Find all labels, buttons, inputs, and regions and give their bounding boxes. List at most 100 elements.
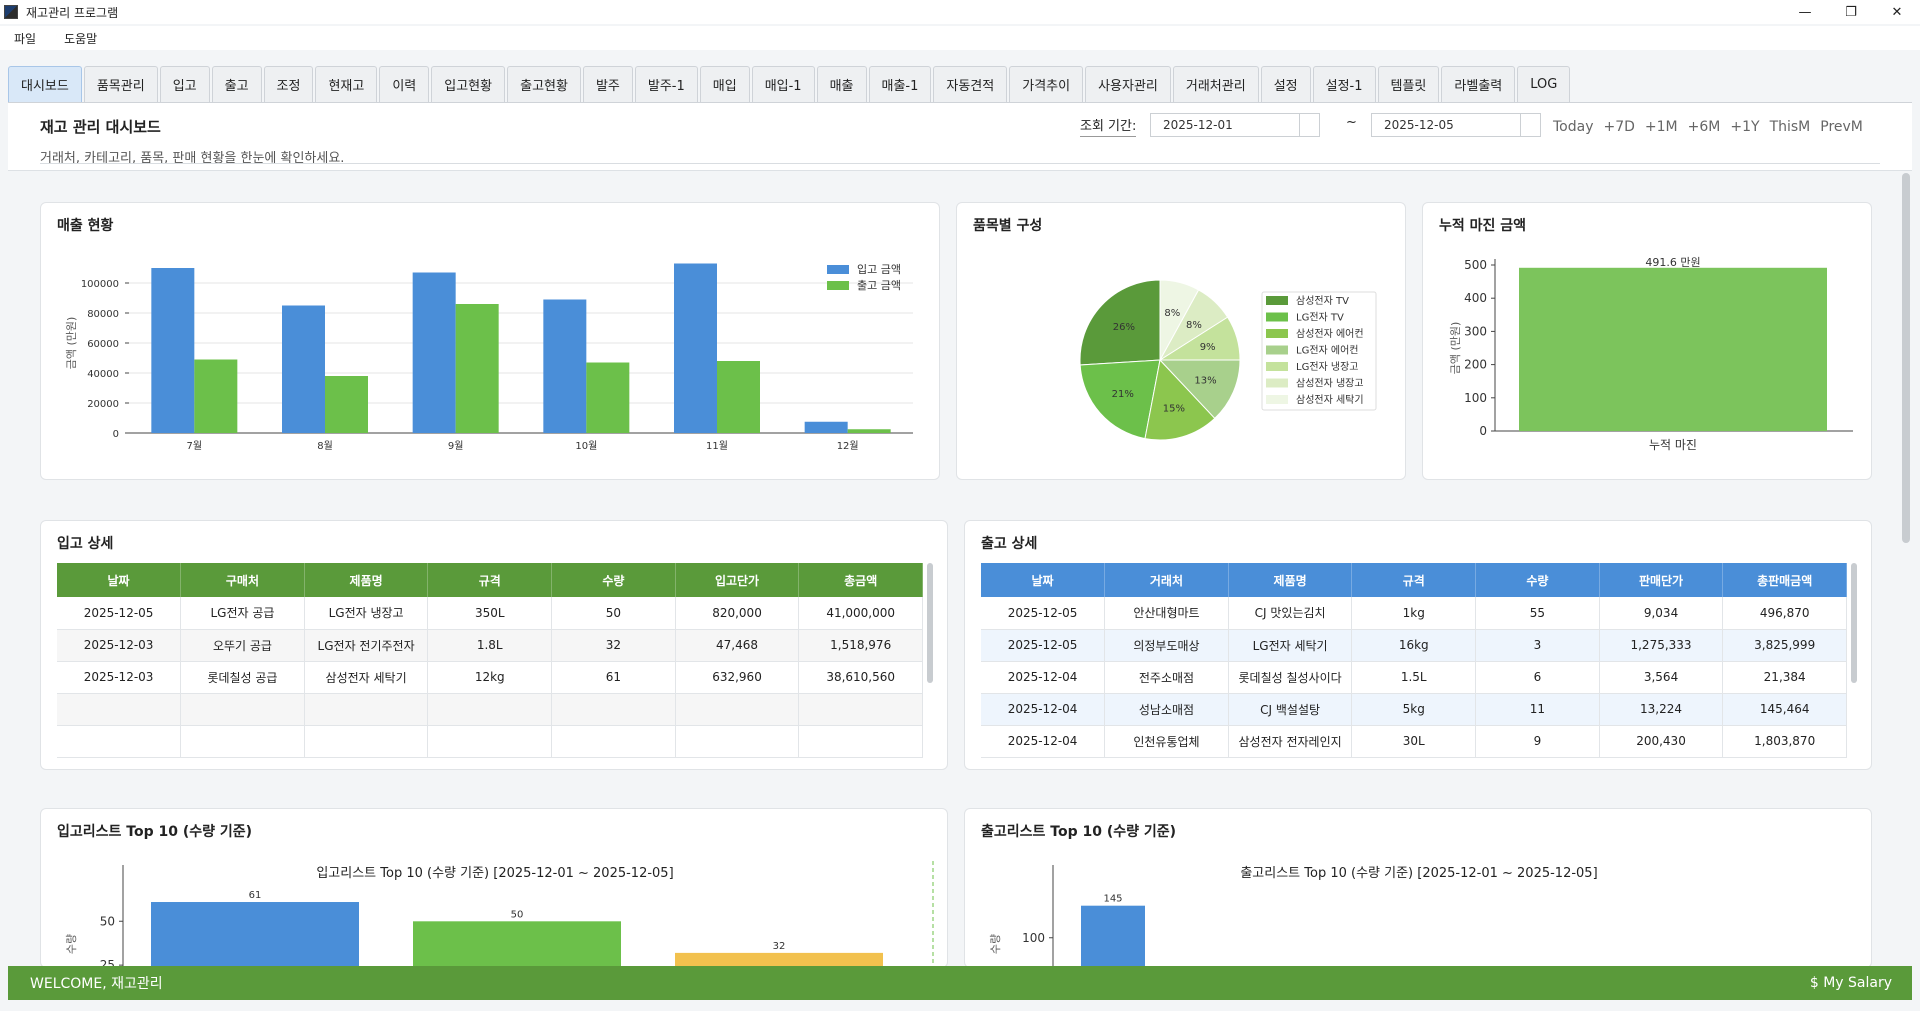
menu-file[interactable]: 파일 (14, 31, 37, 46)
table-row[interactable] (57, 693, 923, 726)
tab-13[interactable]: 매출 (816, 66, 867, 102)
menu-help[interactable]: 도움말 (64, 31, 98, 46)
tab-16[interactable]: 가격추이 (1009, 66, 1084, 102)
table-cell (675, 725, 800, 758)
tab-7[interactable]: 입고현황 (431, 66, 506, 102)
legend-label: LG전자 냉장고 (1296, 361, 1359, 373)
minimize-icon[interactable]: — (1798, 4, 1812, 20)
bar-0-4 (674, 263, 717, 433)
tab-21[interactable]: 템플릿 (1377, 66, 1440, 102)
column-header[interactable]: 총판매금액 (1722, 563, 1847, 597)
column-header[interactable]: 제품명 (1228, 563, 1353, 597)
calendar-dropdown-icon[interactable] (1520, 114, 1540, 136)
bar-0-5 (804, 421, 848, 433)
table-cell (427, 693, 553, 726)
inbound-scrollbar[interactable] (927, 563, 933, 683)
tab-12[interactable]: 매입-1 (751, 66, 815, 102)
calendar-dropdown-icon[interactable] (1299, 114, 1319, 136)
chart-title: 입고리스트 Top 10 (수량 기준) [2025-12-01 ~ 2025-… (316, 866, 673, 881)
page-scrollbar[interactable] (1902, 173, 1910, 543)
tab-14[interactable]: 매출-1 (868, 66, 932, 102)
quick-thism-button[interactable]: ThisM (1769, 119, 1811, 135)
quick-7d-button[interactable]: +7D (1603, 119, 1635, 135)
date-to-input[interactable]: 2025-12-05 (1371, 113, 1541, 137)
table-cell: 12kg (427, 661, 553, 694)
tab-9[interactable]: 발주 (582, 66, 633, 102)
column-header[interactable]: 구매처 (180, 563, 305, 597)
quick-1y-button[interactable]: +1Y (1730, 119, 1760, 135)
column-header[interactable]: 거래처 (1104, 563, 1229, 597)
tab-18[interactable]: 거래처관리 (1172, 66, 1259, 102)
y-tick-label: 80000 (87, 309, 119, 320)
tab-11[interactable]: 매입 (699, 66, 750, 102)
tab-15[interactable]: 자동견적 (933, 66, 1008, 102)
table-cell: 350L (427, 597, 553, 630)
table-cell: LG전자 공급 (180, 597, 305, 630)
table-cell (551, 693, 676, 726)
table-row[interactable]: 2025-12-04 성남소매점 CJ 백설설탕 5kg 11 13,224 145,464 (981, 693, 1847, 726)
quick-1m-button[interactable]: +1M (1644, 119, 1678, 135)
table-cell: 2025-12-03 (57, 661, 182, 694)
y-tick-label: 100000 (81, 279, 119, 290)
x-tick-label: 누적 마진 (1649, 438, 1697, 452)
tab-3[interactable]: 출고 (211, 66, 262, 102)
tab-22[interactable]: 라벨출력 (1441, 66, 1516, 102)
column-header[interactable]: 총금액 (798, 563, 923, 597)
tab-8[interactable]: 출고현황 (507, 66, 581, 102)
quick-prevm-button[interactable]: PrevM (1820, 119, 1863, 135)
table-cell: 21,384 (1722, 661, 1847, 694)
tab-0[interactable]: 대시보드 (8, 66, 82, 102)
tab-23[interactable]: LOG (1517, 66, 1571, 102)
column-header[interactable]: 날짜 (57, 563, 182, 597)
table-row[interactable] (57, 725, 923, 758)
tab-19[interactable]: 설정 (1260, 66, 1311, 102)
column-header[interactable]: 수량 (1475, 563, 1600, 597)
table-row[interactable]: 2025-12-05 LG전자 공급 LG전자 냉장고 350L 50 820,000 41… (57, 597, 923, 630)
column-header[interactable]: 판매단가 (1599, 563, 1724, 597)
table-row[interactable]: 2025-12-04 전주소매점 롯데칠성 칠성사이다 1.5L 6 3,564 21,38… (981, 661, 1847, 694)
y-tick-label: 25 (100, 958, 115, 968)
date-from-input[interactable]: 2025-12-01 (1150, 113, 1320, 137)
quick-today-button[interactable]: Today (1553, 119, 1594, 135)
column-header[interactable]: 날짜 (981, 563, 1106, 597)
pie-value-label: 13% (1194, 376, 1216, 387)
app-icon (4, 5, 18, 19)
table-row[interactable]: 2025-12-05 안산대형마트 CJ 맛있는김치 1kg 55 9,034 496,87… (981, 597, 1847, 630)
table-cell: 496,870 (1722, 597, 1847, 630)
my-salary-link[interactable]: $ My Salary (1809, 975, 1892, 991)
column-header[interactable]: 규격 (427, 563, 553, 597)
column-header[interactable]: 입고단가 (675, 563, 800, 597)
y-tick-label: 100 (1464, 391, 1487, 405)
tab-6[interactable]: 이력 (379, 66, 430, 102)
x-tick-label: 8월 (317, 440, 333, 452)
column-header[interactable]: 수량 (551, 563, 676, 597)
outbound-scrollbar[interactable] (1851, 563, 1857, 683)
tab-2[interactable]: 입고 (159, 66, 210, 102)
inbound-card: 입고 상세 날짜 구매처 제품명 규격 수량 입고단가 총금액 2025-12-05 LG전자 … (40, 520, 948, 770)
page-subtitle: 거래처, 카테고리, 품목, 판매 현황을 한눈에 확인하세요. (40, 151, 345, 166)
table-cell: 55 (1475, 597, 1600, 630)
bar-1-3 (586, 362, 630, 433)
tab-1[interactable]: 품목관리 (83, 66, 158, 102)
x-tick-label: 11월 (706, 440, 728, 452)
table-row[interactable]: 2025-12-03 오뚜기 공급 LG전자 전기주전자 1.8L 32 47,468 1,… (57, 629, 923, 662)
in-top10-card: 입고리스트 Top 10 (수량 기준) 입고리스트 Top 10 (수량 기준… (40, 808, 948, 968)
legend-label: 삼성전자 에어컨 (1296, 328, 1364, 340)
table-cell: 2025-12-05 (981, 629, 1106, 662)
column-header[interactable]: 제품명 (304, 563, 429, 597)
tab-4[interactable]: 조정 (263, 66, 314, 102)
table-cell: 61 (551, 661, 676, 694)
tab-10[interactable]: 발주-1 (634, 66, 698, 102)
table-cell: LG전자 세탁기 (1228, 629, 1353, 662)
restore-icon[interactable]: ❐ (1845, 4, 1857, 20)
quick-6m-button[interactable]: +6M (1687, 119, 1721, 135)
column-header[interactable]: 규격 (1351, 563, 1477, 597)
table-cell: 41,000,000 (798, 597, 923, 630)
table-row[interactable]: 2025-12-03 롯데칠성 공급 삼성전자 세탁기 12kg 61 632,960 38… (57, 661, 923, 694)
tab-5[interactable]: 현재고 (315, 66, 378, 102)
table-row[interactable]: 2025-12-05 의정부도매상 LG전자 세탁기 16kg 3 1,275,333 3,… (981, 629, 1847, 662)
close-icon[interactable]: ✕ (1891, 4, 1903, 20)
table-row[interactable]: 2025-12-04 인천유통업체 삼성전자 전자레인지 30L 9 200,430 1,8… (981, 725, 1847, 758)
tab-17[interactable]: 사용자관리 (1085, 66, 1171, 102)
tab-20[interactable]: 설정-1 (1312, 66, 1376, 102)
